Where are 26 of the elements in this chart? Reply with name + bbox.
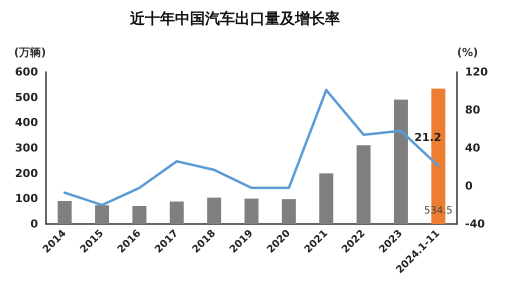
bar — [58, 200, 72, 224]
y-tick-label: 200 — [15, 166, 38, 180]
y2-tick-label: 80 — [465, 104, 481, 116]
y2-tick-label: -40 — [465, 218, 486, 230]
chart-title: 近十年中国汽车出口量及增长率 — [129, 10, 340, 28]
bar — [244, 198, 258, 224]
bar — [282, 199, 296, 224]
bar — [170, 201, 184, 224]
bar — [394, 100, 408, 224]
bar — [95, 205, 110, 224]
y-axis-title: (万辆) — [14, 46, 46, 59]
line-series — [63, 88, 440, 206]
y2-axis-title: (%) — [457, 46, 478, 59]
bar — [356, 145, 371, 224]
bar — [207, 198, 222, 224]
y2-tick-label: 120 — [465, 66, 488, 78]
y-tick-label: 500 — [15, 90, 38, 104]
y-tick-label: 0 — [30, 218, 38, 230]
y2-tick-label: 0 — [465, 180, 473, 192]
y-tick-label: 600 — [15, 66, 38, 78]
y-tick-label: 100 — [15, 192, 38, 206]
bar — [319, 173, 334, 224]
y-tick-label: 400 — [15, 116, 38, 130]
y2-tick-label: 40 — [465, 142, 481, 154]
bar — [132, 206, 146, 224]
y-tick-label: 300 — [15, 142, 38, 154]
